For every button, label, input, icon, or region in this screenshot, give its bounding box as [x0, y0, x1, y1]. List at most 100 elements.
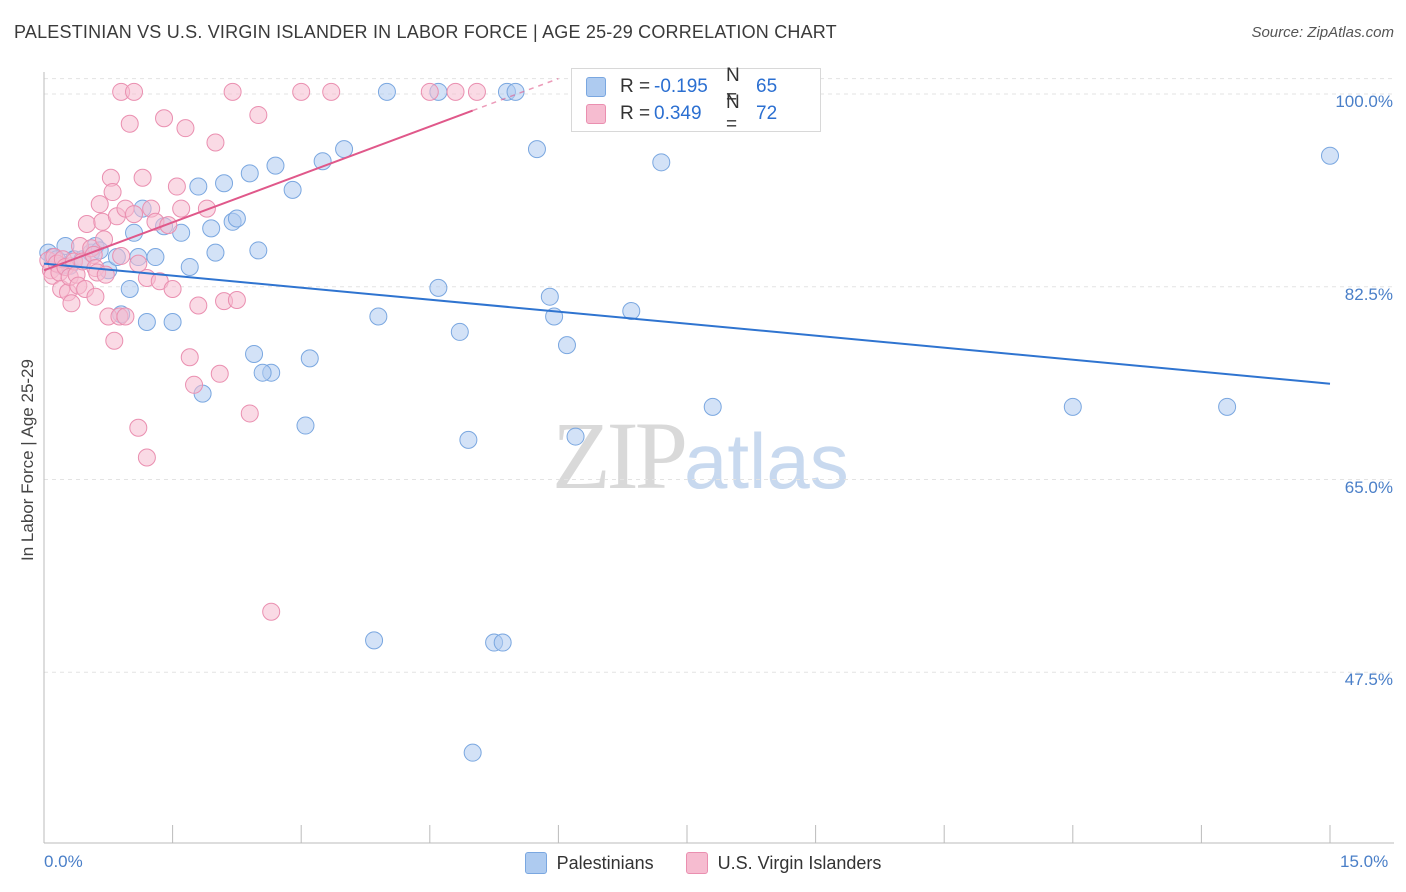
virgin-islander-point: [90, 195, 109, 214]
watermark-zip: ZIP: [552, 402, 688, 509]
virgin-islander-point: [176, 119, 195, 138]
virgin-islander-trend-line: [43, 109, 474, 272]
virgin-islander-point: [120, 114, 139, 133]
palestinian-point: [369, 307, 388, 326]
virgin-islander-point: [167, 177, 186, 196]
legend-n-label: N =: [726, 65, 740, 108]
virgin-islander-point: [240, 404, 259, 423]
legend-row-palestinians: R = -0.195 N = 65: [586, 65, 778, 108]
palestinian-point: [227, 209, 246, 228]
palestinian-point: [450, 322, 469, 341]
virgin-islander-point: [467, 82, 486, 101]
y-axis-label: In Labor Force | Age 25-29: [18, 359, 37, 561]
virgin-islander-point: [137, 448, 156, 467]
correlation-legend: R = -0.195 N = 65 R = 0.349 N = 72: [571, 65, 821, 135]
palestinian-point: [146, 248, 165, 267]
virgin-islanders-label: U.S. Virgin Islanders: [717, 852, 882, 873]
palestinian-point: [527, 140, 546, 159]
palestinian-point: [266, 156, 285, 175]
virgin-islander-point: [322, 82, 341, 101]
palestinian-point: [300, 349, 319, 368]
x-tick-min: 0.0%: [44, 852, 83, 871]
palestinian-point: [703, 397, 722, 416]
palestinian-point: [557, 336, 576, 355]
legend-item-virgin-islanders[interactable]: U.S. Virgin Islanders: [685, 852, 882, 874]
watermark: ZIPatlas: [552, 400, 849, 511]
palestinians-swatch: [524, 852, 547, 874]
legend-swatch-pink: [586, 104, 606, 124]
virgin-islander-point: [133, 168, 152, 187]
virgin-islander-point: [292, 82, 311, 101]
virgin-islander-point: [116, 307, 135, 326]
virgin-islander-point: [262, 602, 281, 621]
virgin-islander-point: [159, 216, 178, 235]
source-label: Source: ZipAtlas.com: [1251, 24, 1394, 41]
palestinian-point: [540, 287, 559, 306]
palestinian-point: [459, 430, 478, 449]
virgin-islanders-swatch: [685, 852, 708, 874]
palestinians-label: Palestinians: [556, 852, 654, 873]
x-tick-max: 15.0%: [1340, 852, 1389, 871]
palestinian-point: [240, 164, 259, 183]
palestinian-point: [180, 257, 199, 276]
palestinian-point: [189, 177, 208, 196]
virgin-islander-point: [249, 105, 268, 124]
palestinian-point: [1218, 397, 1237, 416]
palestinian-point: [463, 743, 482, 762]
virgin-islander-point: [125, 82, 144, 101]
palestinian-point: [249, 241, 268, 260]
palestinian-point: [215, 174, 234, 193]
virgin-islander-point: [129, 418, 148, 437]
legend-n-value: 65: [756, 76, 778, 97]
virgin-islander-point: [163, 279, 182, 298]
virgin-islander-point: [77, 214, 96, 233]
palestinian-trend-line: [43, 262, 1331, 385]
palestinian-point: [622, 302, 641, 321]
palestinian-point: [652, 153, 671, 172]
watermark-atlas: atlas: [684, 417, 849, 505]
virgin-islander-point: [420, 82, 439, 101]
palestinian-point: [120, 279, 139, 298]
palestinian-point: [283, 180, 302, 199]
virgin-islander-point: [227, 290, 246, 309]
palestinian-point: [1063, 397, 1082, 416]
legend-n-label: N =: [726, 92, 740, 135]
virgin-islander-point: [189, 296, 208, 315]
virgin-islander-point: [105, 331, 124, 350]
legend-item-palestinians[interactable]: Palestinians: [524, 852, 654, 874]
virgin-islander-point: [86, 287, 105, 306]
virgin-islander-point: [206, 133, 225, 152]
palestinian-point: [365, 631, 384, 650]
y-tick-label: 100.0%: [1335, 92, 1393, 112]
legend-swatch-blue: [586, 77, 606, 97]
virgin-islander-point: [155, 109, 174, 128]
palestinian-point: [163, 313, 182, 332]
palestinian-point: [1321, 146, 1339, 165]
palestinian-point: [335, 140, 354, 159]
palestinian-point: [202, 219, 221, 238]
palestinian-point: [137, 313, 156, 332]
palestinian-point: [377, 82, 396, 101]
virgin-islander-point: [112, 246, 131, 265]
virgin-islander-point: [210, 364, 229, 383]
chart-title: PALESTINIAN VS U.S. VIRGIN ISLANDER IN L…: [14, 22, 837, 42]
palestinian-point: [493, 633, 512, 652]
legend-r-value: 0.349: [654, 103, 702, 124]
virgin-islander-point: [180, 348, 199, 367]
virgin-islander-point: [185, 375, 204, 394]
palestinian-point: [253, 363, 272, 382]
palestinian-point: [429, 278, 448, 297]
virgin-islander-point: [62, 294, 81, 313]
legend-r-label: R =: [620, 76, 651, 97]
legend-r-value: -0.195: [654, 76, 708, 97]
virgin-islander-point: [223, 82, 242, 101]
legend-row-virgin-islanders: R = 0.349 N = 72: [586, 92, 777, 135]
virgin-islander-point: [103, 183, 122, 202]
series-legend: Palestinians U.S. Virgin Islanders: [0, 852, 1406, 874]
palestinian-point: [566, 427, 585, 446]
y-tick-label: 47.5%: [1344, 670, 1393, 690]
virgin-islander-point: [446, 82, 465, 101]
virgin-islander-point: [125, 205, 144, 224]
palestinian-point: [206, 243, 225, 262]
